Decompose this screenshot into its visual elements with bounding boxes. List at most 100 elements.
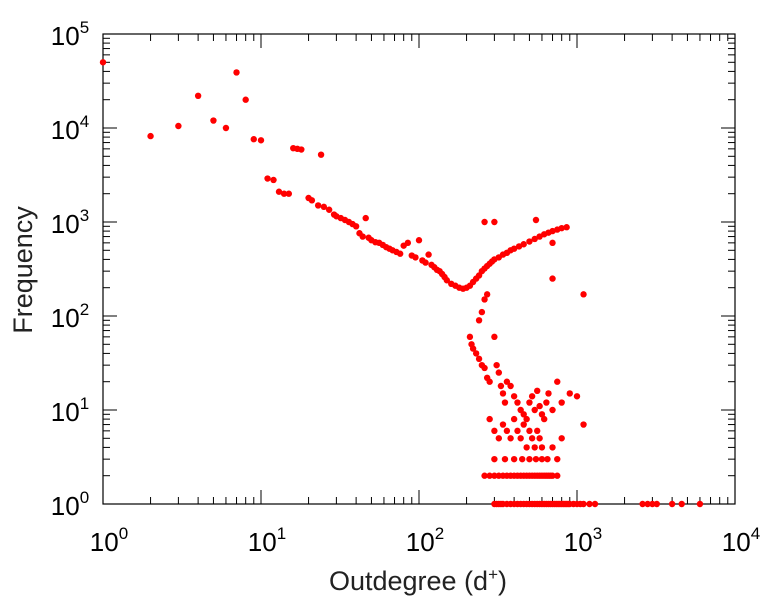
data-point xyxy=(514,399,521,406)
data-point xyxy=(475,355,483,363)
data-point xyxy=(475,317,483,324)
data-point xyxy=(503,378,511,385)
data-point xyxy=(257,137,265,144)
data-point xyxy=(478,308,486,316)
data-point xyxy=(528,435,536,442)
data-point xyxy=(538,444,546,451)
data-point xyxy=(491,455,498,463)
data-point xyxy=(534,387,541,395)
x-tick-label: 100 xyxy=(90,524,128,557)
data-point xyxy=(653,500,661,508)
data-point xyxy=(483,291,491,298)
x-axis-title: Outdegree (d+) xyxy=(329,565,507,596)
data-point xyxy=(486,378,493,385)
y-tick-label: 103 xyxy=(51,206,89,239)
data-points xyxy=(99,59,704,508)
data-point xyxy=(222,124,230,132)
data-point xyxy=(549,275,556,282)
data-point xyxy=(472,350,480,357)
data-point xyxy=(510,455,518,463)
data-point xyxy=(497,382,505,390)
data-point xyxy=(250,136,257,143)
x-tick-label: 102 xyxy=(406,524,444,557)
data-point xyxy=(503,427,511,435)
data-point xyxy=(491,427,498,435)
plot-frame xyxy=(102,33,736,505)
data-point xyxy=(534,427,541,435)
data-point xyxy=(499,421,507,428)
data-point xyxy=(317,151,325,158)
data-point xyxy=(540,415,548,423)
data-point xyxy=(531,406,538,414)
data-point xyxy=(280,190,288,197)
data-point xyxy=(554,472,561,479)
data-point xyxy=(501,455,509,463)
data-point xyxy=(520,421,527,428)
data-point xyxy=(510,245,518,252)
data-point xyxy=(591,500,599,508)
data-point xyxy=(558,399,565,406)
axis-ticks xyxy=(102,34,735,505)
data-point xyxy=(466,333,474,341)
data-point xyxy=(491,472,498,479)
data-point xyxy=(481,364,488,372)
data-point xyxy=(536,402,543,410)
data-point xyxy=(412,254,419,261)
data-point xyxy=(644,500,651,508)
data-point xyxy=(526,238,533,245)
data-point xyxy=(517,435,524,442)
y-tick-label: 102 xyxy=(51,300,89,333)
data-point xyxy=(298,146,305,153)
data-point xyxy=(175,122,182,130)
data-point xyxy=(233,69,240,76)
data-point xyxy=(270,176,277,184)
data-point xyxy=(538,455,546,463)
data-point xyxy=(499,390,507,397)
data-point xyxy=(528,393,536,400)
data-point xyxy=(495,435,503,442)
data-point xyxy=(536,435,543,442)
y-tick-label: 100 xyxy=(51,488,89,521)
data-point xyxy=(580,291,587,298)
data-point xyxy=(580,500,587,508)
data-point xyxy=(549,444,556,451)
data-point xyxy=(486,472,493,479)
data-point xyxy=(491,333,498,341)
data-point xyxy=(210,117,217,124)
data-point xyxy=(549,239,556,247)
data-point xyxy=(481,296,488,303)
data-point xyxy=(543,399,550,406)
data-point xyxy=(242,96,249,103)
data-point xyxy=(308,197,316,204)
data-point xyxy=(532,455,540,463)
data-point xyxy=(549,472,556,479)
data-point xyxy=(696,500,704,508)
data-point xyxy=(580,421,587,428)
y-tick-label: 105 xyxy=(51,18,89,51)
data-point xyxy=(649,500,656,508)
data-point xyxy=(194,92,202,100)
data-point xyxy=(668,500,676,508)
data-point xyxy=(510,393,518,400)
data-point xyxy=(538,411,546,418)
data-point xyxy=(486,415,493,423)
data-point xyxy=(396,250,404,257)
data-point xyxy=(501,399,509,406)
data-point xyxy=(573,393,581,400)
data-point xyxy=(544,455,551,463)
data-point xyxy=(325,206,333,213)
data-point xyxy=(285,190,293,197)
data-point xyxy=(469,345,477,352)
data-point xyxy=(549,406,556,414)
data-point xyxy=(526,427,533,435)
data-point xyxy=(493,361,500,369)
data-point xyxy=(99,59,107,66)
data-point xyxy=(545,390,552,397)
data-point xyxy=(558,224,565,232)
data-point xyxy=(422,259,429,266)
y-tick-labels: 100 101 102 103 104 105 xyxy=(51,18,89,521)
data-point xyxy=(507,435,514,442)
y-tick-label: 101 xyxy=(51,394,89,427)
data-point xyxy=(523,415,530,423)
